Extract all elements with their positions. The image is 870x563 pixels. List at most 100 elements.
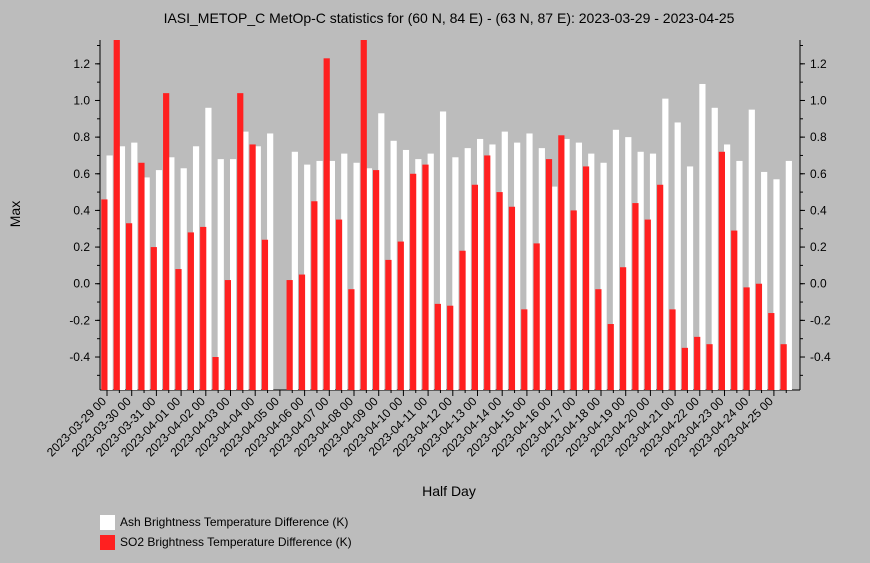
bar-so2 bbox=[508, 206, 516, 390]
bar-ash bbox=[588, 153, 595, 390]
bar-so2 bbox=[335, 219, 343, 390]
bar-ash bbox=[118, 146, 126, 390]
bar-so2 bbox=[484, 155, 491, 390]
bar-so2 bbox=[570, 210, 577, 390]
bar-ash bbox=[785, 160, 792, 390]
y-tick-label-right: -0.4 bbox=[810, 350, 831, 364]
bar-so2 bbox=[224, 280, 231, 390]
y-tick-label-right: -0.2 bbox=[810, 313, 831, 327]
bar-ash bbox=[341, 153, 348, 390]
bar-so2 bbox=[582, 166, 590, 390]
bar-so2 bbox=[706, 344, 713, 390]
bar-so2 bbox=[718, 151, 725, 390]
y-tick-label-right: 0.8 bbox=[810, 130, 827, 144]
bar-so2 bbox=[385, 259, 392, 390]
bar-so2 bbox=[694, 336, 701, 390]
bar-ash bbox=[353, 162, 360, 390]
bar-so2 bbox=[743, 287, 750, 390]
bar-so2 bbox=[632, 203, 639, 390]
bar-so2 bbox=[212, 357, 219, 390]
bar-so2 bbox=[459, 250, 466, 390]
bar-so2 bbox=[113, 40, 120, 390]
bar-ash bbox=[748, 109, 755, 390]
bar-ash bbox=[699, 83, 706, 390]
plot-area: -0.4 -0.4 -0.2 -0.2 0.0 0.0 0.2 0.2 0.4 0.4 0.6 0.6… bbox=[44, 40, 831, 459]
y-tick-label-right: 0.6 bbox=[810, 167, 827, 181]
bar-ash bbox=[192, 146, 200, 390]
bar-so2 bbox=[669, 309, 676, 390]
bar-so2 bbox=[249, 144, 256, 390]
bar-so2 bbox=[780, 344, 787, 390]
bar-so2 bbox=[200, 226, 207, 390]
bar-so2 bbox=[755, 283, 763, 390]
bar-so2 bbox=[731, 230, 738, 390]
bar-so2 bbox=[175, 269, 182, 390]
bar-ash bbox=[143, 177, 150, 390]
legend-item-ash: Ash Brightness Temperature Difference (K… bbox=[100, 512, 352, 532]
y-tick-label-right: 1.2 bbox=[810, 57, 827, 71]
bar-ash bbox=[637, 151, 644, 390]
bar-ash bbox=[575, 142, 582, 390]
bar-ash bbox=[378, 113, 385, 391]
bar-so2 bbox=[311, 201, 318, 390]
bar-ash bbox=[736, 160, 743, 390]
bar-so2 bbox=[397, 241, 404, 390]
bar-so2 bbox=[150, 247, 157, 390]
bar-ash bbox=[464, 148, 471, 390]
bar-ash bbox=[514, 142, 521, 390]
bar-so2 bbox=[496, 192, 503, 390]
bar-so2 bbox=[533, 243, 540, 390]
bar-ash bbox=[291, 151, 298, 390]
bar-ash bbox=[106, 155, 113, 390]
bar-ash bbox=[155, 170, 163, 390]
bar-so2 bbox=[298, 274, 306, 390]
bar-ash bbox=[526, 133, 533, 390]
bar-so2 bbox=[768, 313, 775, 390]
legend-label-so2: SO2 Brightness Temperature Difference (K… bbox=[120, 535, 352, 549]
bar-so2 bbox=[620, 267, 627, 390]
bar-ash bbox=[328, 160, 335, 390]
y-tick-label-right: 0.2 bbox=[810, 240, 827, 254]
bar-ash bbox=[230, 159, 237, 390]
bar-ash bbox=[551, 186, 558, 390]
bar-so2 bbox=[187, 232, 194, 390]
x-axis-label: Half Day bbox=[422, 483, 476, 499]
bar-ash bbox=[724, 144, 731, 390]
bar-ash bbox=[439, 111, 447, 390]
bar-ash bbox=[254, 146, 261, 390]
bar-ash bbox=[131, 142, 138, 390]
bar-so2 bbox=[163, 93, 170, 390]
y-tick-label-left: 0.2 bbox=[73, 240, 90, 254]
bar-so2 bbox=[558, 135, 565, 390]
bar-ash bbox=[662, 98, 669, 390]
bar-so2 bbox=[422, 164, 429, 390]
bar-ash bbox=[452, 157, 459, 390]
bar-so2 bbox=[644, 219, 651, 390]
bar-so2 bbox=[434, 303, 441, 390]
bar-ash bbox=[316, 160, 323, 390]
bar-ash bbox=[649, 153, 657, 390]
bar-so2 bbox=[138, 162, 145, 390]
bar-ash bbox=[427, 153, 434, 390]
bar-so2 bbox=[261, 239, 269, 390]
bar-ash bbox=[205, 107, 212, 391]
bar-so2 bbox=[126, 223, 133, 390]
bar-ash bbox=[773, 179, 780, 390]
bar-ash bbox=[477, 138, 484, 390]
bar-so2 bbox=[373, 170, 380, 390]
bar-so2 bbox=[657, 184, 664, 390]
bar-so2 bbox=[595, 289, 602, 390]
bar-so2 bbox=[101, 199, 108, 390]
bar-ash bbox=[365, 168, 373, 390]
bar-so2 bbox=[545, 159, 553, 390]
bar-so2 bbox=[681, 347, 688, 390]
legend: Ash Brightness Temperature Difference (K… bbox=[100, 512, 352, 552]
bar-ash bbox=[390, 140, 397, 390]
bar-so2 bbox=[348, 289, 355, 390]
y-tick-label-left: 0.4 bbox=[73, 203, 90, 217]
bar-ash bbox=[711, 107, 718, 391]
bar-so2 bbox=[521, 309, 528, 390]
bar-so2 bbox=[323, 58, 330, 390]
bar-ash bbox=[217, 159, 224, 390]
